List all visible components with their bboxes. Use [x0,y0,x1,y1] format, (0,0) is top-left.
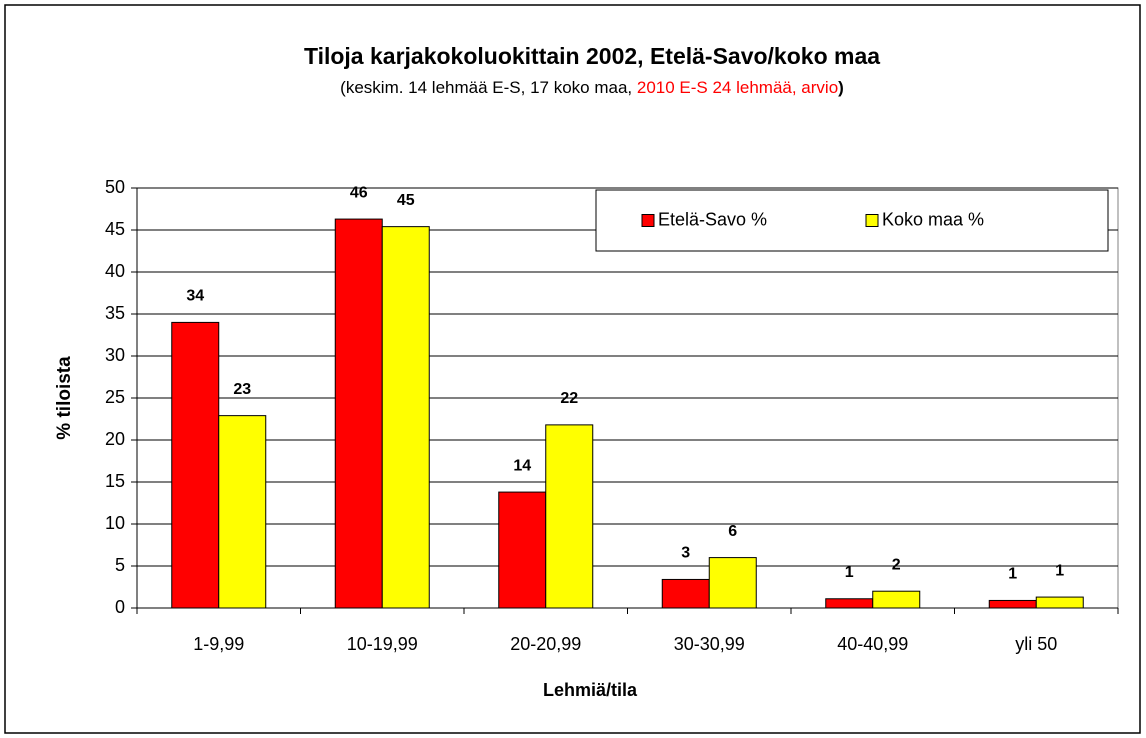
legend-swatch [641,214,655,227]
data-label: 1 [1055,562,1064,579]
chart-subtitle: (keskim. 14 lehmää E-S, 17 koko maa, 201… [340,78,844,97]
y-tick-label: 10 [105,513,125,533]
data-label: 1 [845,564,854,581]
data-label: 22 [560,390,578,407]
bar [872,590,921,609]
x-tick-label: 30-30,99 [674,634,745,654]
data-label: 1 [1008,566,1017,583]
y-tick-label: 30 [105,345,125,365]
x-tick-label: 10-19,99 [347,634,418,654]
subtitle-part: 2010 E-S 24 lehmää, arvio [637,78,838,97]
bar [334,218,383,609]
y-tick-label: 25 [105,387,125,407]
x-tick-label: 40-40,99 [837,634,908,654]
data-label: 6 [728,523,737,540]
y-tick-label: 45 [105,219,125,239]
data-label: 23 [233,381,251,398]
data-label: 45 [397,192,415,209]
legend-label: Koko maa % [882,209,984,229]
bar [381,226,430,609]
legend-swatch [865,214,879,227]
subtitle-part: ) [838,78,844,97]
data-label: 3 [681,545,690,562]
y-tick-label: 20 [105,429,125,449]
y-tick-label: 15 [105,471,125,491]
bar [661,578,710,609]
x-axis-label: Lehmiä/tila [543,680,638,700]
data-label: 14 [513,457,531,474]
bar [825,598,874,609]
y-tick-label: 50 [105,177,125,197]
x-tick-label: 1-9,99 [193,634,244,654]
data-label: 2 [892,556,901,573]
data-label: 46 [350,184,368,201]
y-axis-label: % tiloista [54,356,75,440]
legend-label: Etelä-Savo % [658,209,767,229]
data-label: 34 [186,288,204,305]
x-tick-label: 20-20,99 [510,634,581,654]
bar [988,599,1037,609]
bar [545,424,594,609]
bar [708,557,757,609]
bar [171,321,220,609]
y-tick-label: 5 [115,555,125,575]
y-tick-label: 40 [105,261,125,281]
y-tick-label: 0 [115,597,125,617]
bar [1035,596,1084,609]
y-tick-label: 35 [105,303,125,323]
x-tick-label: yli 50 [1015,634,1057,654]
bar [218,415,267,609]
bar [498,491,547,609]
legend-box [595,189,1109,252]
chart-title: Tiloja karjakokoluokittain 2002, Etelä-S… [304,43,880,69]
subtitle-part: (keskim. 14 lehmää E-S, 17 koko maa, [340,78,637,97]
